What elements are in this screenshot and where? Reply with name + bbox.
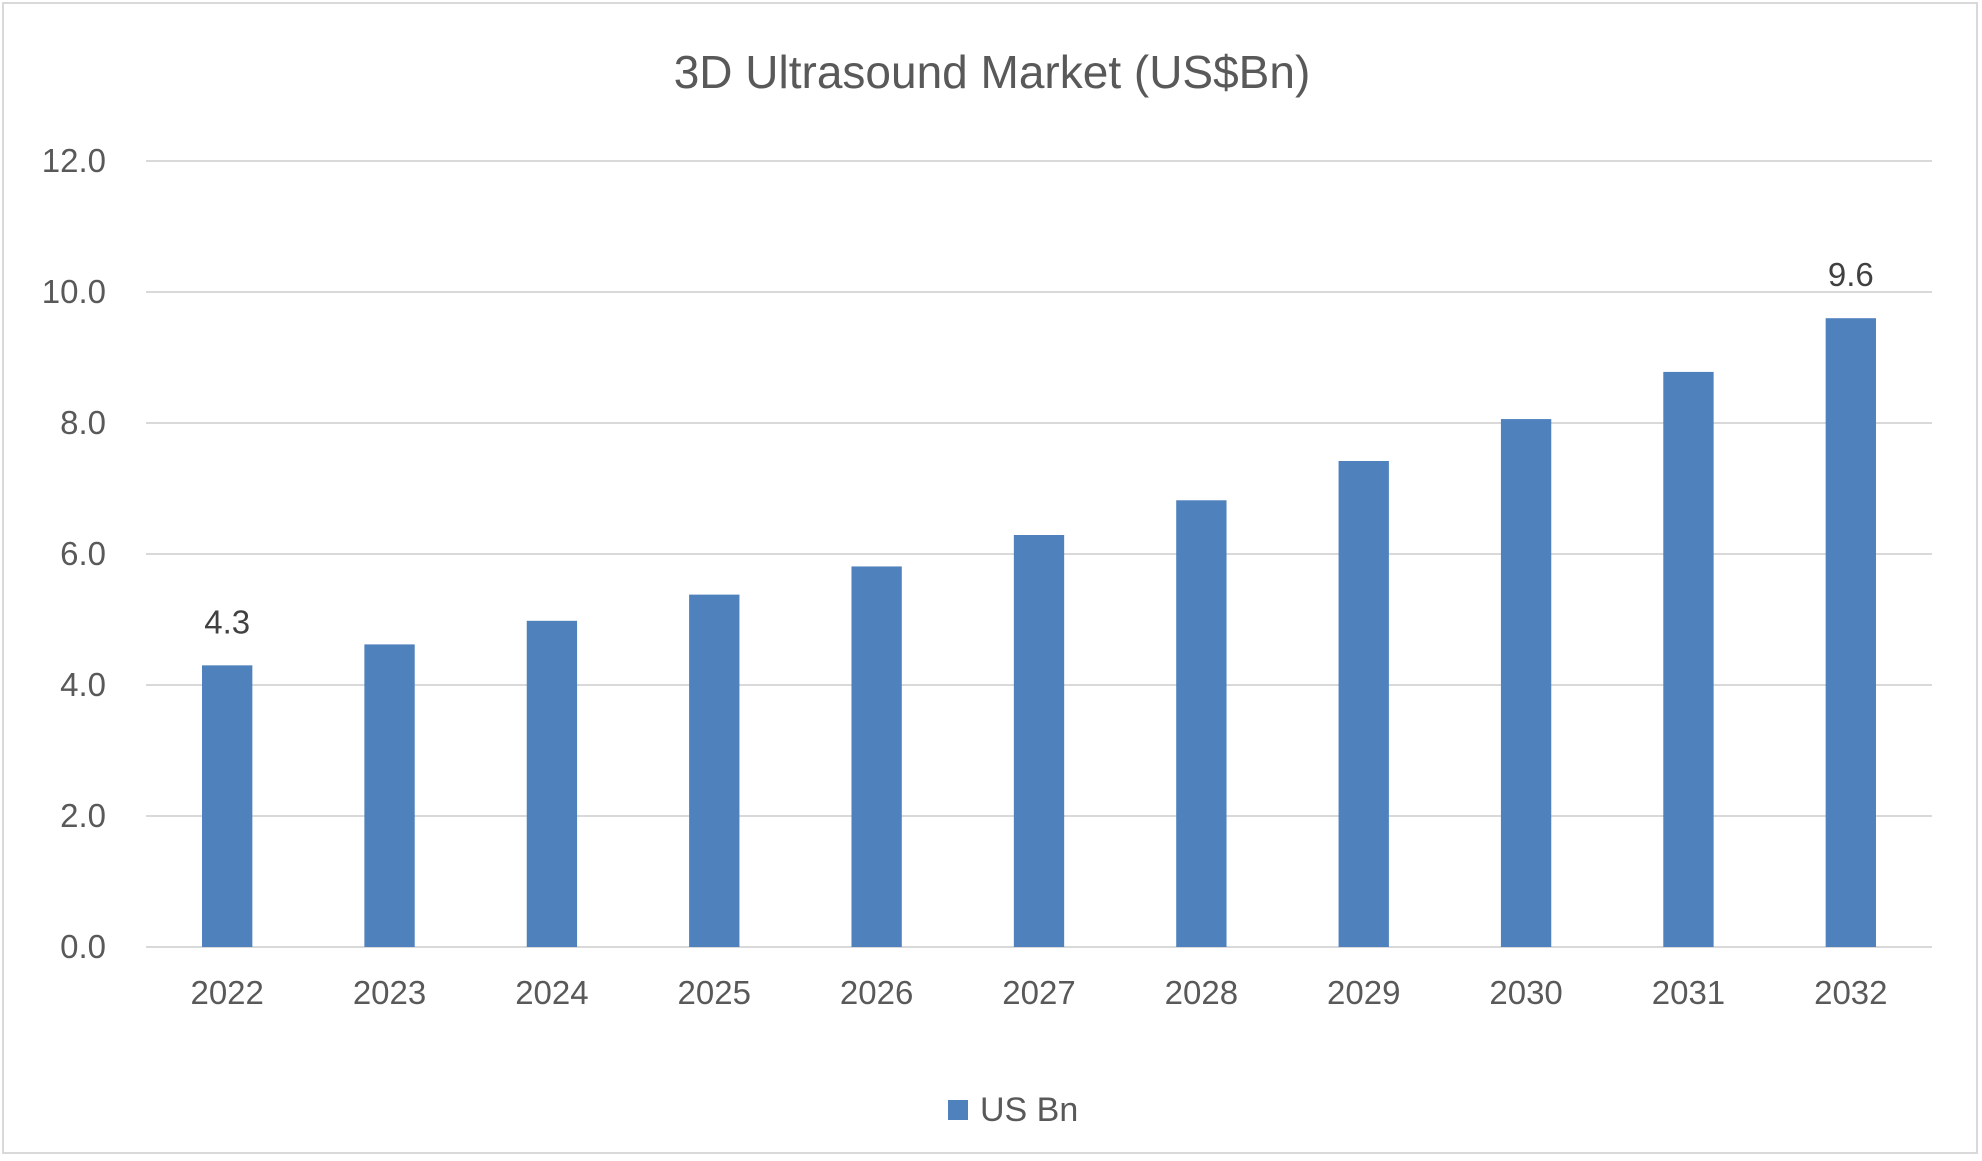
data-label-2022: 4.3 [204, 603, 250, 640]
legend: US Bn [948, 1091, 1078, 1129]
y-tick-label: 0.0 [60, 928, 106, 965]
chart-svg: 3D Ultrasound Market (US$Bn) 0.0 2.0 4.0 6.… [42, 46, 1932, 1129]
x-tick-label: 2030 [1489, 974, 1562, 1011]
x-tick-label: 2023 [353, 974, 426, 1011]
x-tick-label: 2026 [840, 974, 913, 1011]
x-tick-label: 2029 [1327, 974, 1400, 1011]
bar-2031 [1663, 371, 1714, 947]
legend-swatch [948, 1100, 968, 1120]
y-tick-label: 10.0 [42, 273, 106, 310]
bar-2027 [1013, 535, 1065, 947]
x-tick-label: 2028 [1165, 974, 1238, 1011]
x-tick-label: 2025 [678, 974, 751, 1011]
bar-2025 [689, 594, 740, 947]
y-tick-label: 4.0 [60, 666, 106, 703]
bars [202, 318, 1876, 947]
y-axis-tick-labels: 0.0 2.0 4.0 6.0 8.0 10.0 12.0 [42, 142, 106, 965]
bar-2023 [364, 644, 415, 947]
chart-title: 3D Ultrasound Market (US$Bn) [674, 46, 1311, 98]
bar-2026 [851, 566, 902, 947]
bar-2028 [1176, 500, 1227, 947]
bar-2024 [526, 620, 578, 947]
x-tick-label: 2031 [1652, 974, 1725, 1011]
bar-2022 [202, 665, 253, 947]
y-tick-label: 12.0 [42, 142, 106, 179]
x-tick-label: 2024 [515, 974, 588, 1011]
data-label-2032: 9.6 [1828, 256, 1874, 293]
y-tick-label: 8.0 [60, 404, 106, 441]
y-tick-label: 6.0 [60, 535, 106, 572]
x-axis-tick-labels: 2022 2023 2024 2025 2026 2027 2028 2029 2030 2031… [190, 974, 1887, 1011]
y-tick-label: 2.0 [60, 797, 106, 834]
x-tick-label: 2027 [1002, 974, 1075, 1011]
bar-2032 [1825, 318, 1876, 947]
bar-2029 [1338, 460, 1389, 947]
x-tick-label: 2032 [1814, 974, 1887, 1011]
data-labels: 4.3 9.6 [204, 256, 1874, 640]
bar-2030 [1500, 419, 1552, 947]
x-tick-label: 2022 [190, 974, 263, 1011]
legend-label: US Bn [980, 1091, 1078, 1129]
